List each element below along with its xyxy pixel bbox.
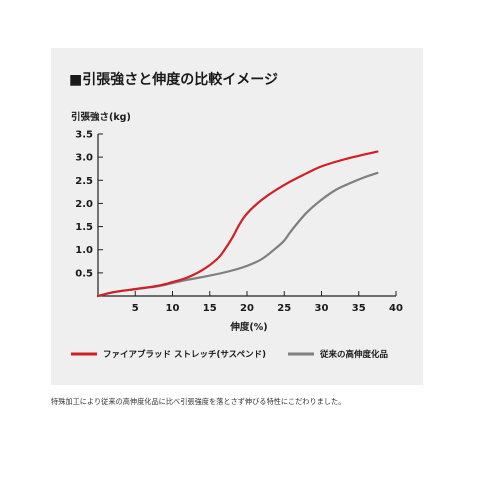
series-line-0	[96, 150, 379, 298]
y-tick-label: 0.5	[75, 268, 93, 279]
x-tick-label: 40	[389, 303, 403, 314]
y-tick-label: 1.5	[75, 222, 93, 233]
x-tick-label: 5	[132, 303, 139, 314]
caption-text: 特殊加工により従来の高伸度化品に比べ引張強度を落とさず伸びる特性にこだわりました…	[51, 397, 346, 406]
y-tick-label: 1.0	[75, 245, 93, 256]
y-tick-label: 3.5	[75, 130, 93, 141]
y-axis-label: 引張強さ(kg)	[71, 111, 131, 123]
x-axis-label: 伸度(%)	[229, 321, 267, 333]
y-tick-label: 2.0	[75, 199, 93, 210]
chart-title: ■引張強さと伸度の比較イメージ	[69, 71, 278, 88]
x-tick-label: 15	[203, 303, 217, 314]
x-tick-label: 20	[240, 303, 254, 314]
y-tick-label: 2.5	[75, 176, 93, 187]
x-tick-label: 25	[277, 303, 291, 314]
line-chart: ■引張強さと伸度の比較イメージ 引張強さ(kg) 0.5 1.0 1.5 2.0 2.5…	[69, 71, 403, 360]
legend-label-1: 従来の高伸度化品	[319, 349, 389, 360]
x-tick-label: 35	[352, 303, 366, 314]
series-line-1	[96, 171, 379, 298]
x-tick-label: 30	[315, 303, 329, 314]
y-tick-label: 3.0	[75, 153, 93, 164]
legend-label-0: ファイアブラッド ストレッチ(サスペンド)	[103, 349, 266, 360]
chart-panel: ■引張強さと伸度の比較イメージ 引張強さ(kg) 0.5 1.0 1.5 2.0 2.5…	[51, 48, 423, 385]
x-tick-label: 10	[166, 303, 180, 314]
